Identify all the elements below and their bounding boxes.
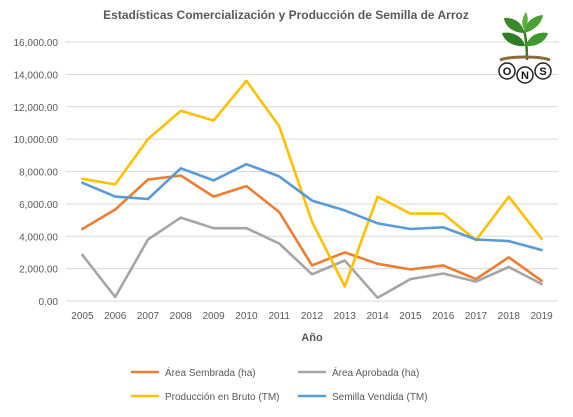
ons-logo: O N S [498,12,552,84]
series-line [81,79,543,288]
seedling-icon [499,12,551,62]
y-tick-label: 0.00 [39,297,59,308]
x-tick-label: 2012 [301,311,324,322]
legend-label: Producción en Bruto (TM) [165,392,280,403]
y-tick-label: 2,000.00 [19,265,58,276]
y-tick-label: 16,000.00 [14,38,59,49]
x-tick-label: 2005 [71,311,94,322]
y-tick-label: 4,000.00 [19,232,58,243]
x-tick-label: 2011 [268,311,290,322]
series-lines [81,79,543,300]
y-axis-ticks: 0.00 2,000.00 4,000.00 6,000.00 8,000.00 10,0… [14,38,59,308]
series-line [81,174,543,283]
legend-label: Área Sembrada (ha) [165,366,256,379]
x-tick-label: 2016 [432,311,455,322]
legend-label: Semilla Vendida (TM) [332,392,428,403]
x-tick-label: 2007 [137,311,160,322]
logo-letter-s: S [539,66,546,78]
x-tick-label: 2018 [498,311,521,322]
logo-letter-o: O [503,66,512,78]
series-line [81,216,543,300]
x-tick-label: 2013 [334,311,357,322]
y-tick-label: 10,000.00 [14,135,59,146]
x-tick-label: 2017 [465,311,488,322]
y-tick-label: 8,000.00 [19,168,58,179]
y-tick-label: 6,000.00 [19,200,58,211]
legend-label: Área Aprobada (ha) [332,366,419,379]
x-axis-ticks: 2005 2006 2007 2008 2009 2010 2011 2012 2013 2014… [71,311,553,322]
gridlines [66,41,558,302]
legend: Área Sembrada (ha) Área Aprobada (ha) Prod… [131,366,428,403]
x-tick-label: 2008 [170,311,193,322]
x-tick-label: 2014 [366,311,389,322]
chart-title: Estadísticas Comercialización y Producci… [103,8,469,22]
series-line [81,162,543,252]
y-tick-label: 12,000.00 [14,103,59,114]
x-tick-label: 2015 [399,311,422,322]
x-tick-label: 2006 [104,311,127,322]
x-tick-label: 2019 [530,311,553,322]
logo-letter-n: N [521,70,529,82]
x-axis-label: Año [301,332,323,344]
x-tick-label: 2010 [235,311,258,322]
x-tick-label: 2009 [202,311,225,322]
y-tick-label: 14,000.00 [14,70,59,81]
